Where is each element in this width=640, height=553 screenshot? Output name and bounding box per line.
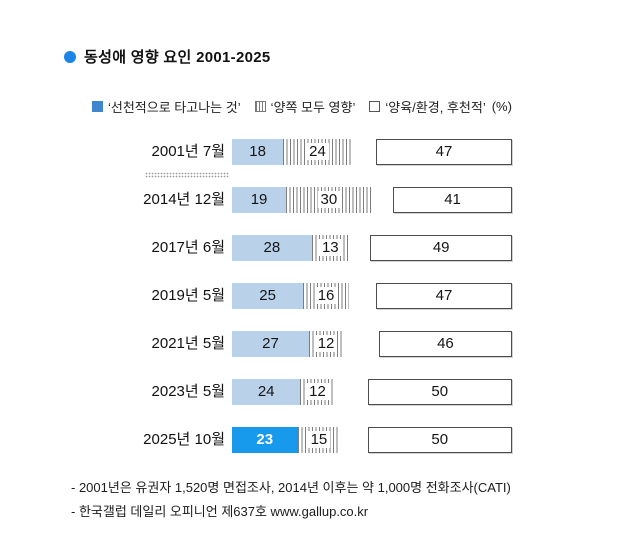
segment-both-value: 30 [317, 191, 341, 208]
segment-nurture: 49 [370, 235, 512, 261]
legend-label-innate: ‘선천적으로 타고나는 것’ [108, 100, 241, 115]
bar-group: 25 16 47 [232, 283, 532, 309]
segment-both-value: 24 [306, 143, 329, 160]
segment-both-value: 12 [314, 335, 338, 352]
segment-both: 12 [308, 331, 344, 357]
year-label: 2019년 5월 [151, 287, 225, 304]
bar-group: 24 12 50 [232, 379, 532, 405]
time-break-dots-icon [145, 172, 229, 178]
year-label: 2017년 6월 [151, 239, 225, 256]
bar-group: 18 24 47 [232, 139, 532, 165]
chart-row: 2023년 5월 24 12 50 [65, 379, 585, 405]
segment-innate: 28 [232, 235, 312, 261]
segment-innate: 19 [232, 187, 287, 213]
chart-title-row: 동성애 영향 요인 2001-2025 [64, 46, 271, 67]
chart-row: 2014년 12월 19 30 41 [65, 187, 585, 213]
chart-row: 2017년 6월 28 13 49 [65, 235, 585, 261]
striped-square-icon [254, 101, 266, 112]
bullet-icon [64, 50, 76, 63]
segment-both-value: 12 [306, 383, 329, 400]
year-label: 2025년 10월 [143, 431, 225, 448]
bar-group: 28 13 49 [232, 235, 532, 261]
legend-unit-label: (%) [491, 99, 512, 114]
segment-both: 13 [311, 235, 349, 261]
bar-group: 19 30 41 [232, 187, 532, 213]
legend-label-both: ‘양쪽 모두 영향’ [270, 100, 356, 115]
chart-row: 2025년 10월 23 15 50 [65, 427, 585, 453]
chart-row: 2019년 5월 25 16 47 [65, 283, 585, 309]
footnotes: - 2001년은 유권자 1,520명 면접조사, 2014년 이후는 약 1,… [71, 476, 511, 524]
bar-group: 23 15 50 [232, 427, 532, 453]
chart-legend: ‘선천적으로 타고나는 것’ ‘양쪽 모두 영향’ ‘양육/환경, 후천적’ (… [92, 97, 512, 116]
segment-both: 16 [303, 283, 349, 309]
year-label: 2023년 5월 [151, 383, 225, 400]
outline-square-icon [369, 101, 381, 112]
segment-both-value: 15 [307, 431, 331, 448]
footnote-method: - 2001년은 유권자 1,520명 면접조사, 2014년 이후는 약 1,… [71, 480, 511, 495]
segment-both: 30 [286, 187, 372, 213]
segment-both: 12 [300, 379, 335, 405]
year-label: 2014년 12월 [143, 191, 225, 208]
solid-blue-square-icon [92, 101, 103, 112]
segment-both-value: 16 [314, 287, 338, 304]
chart-row: 2021년 5월 27 12 46 [65, 331, 585, 357]
chart-row: 2001년 7월 18 24 47 [65, 139, 585, 165]
bar-group: 27 12 46 [232, 331, 532, 357]
legend-item-nurture: ‘양육/환경, 후천적’ [369, 97, 486, 116]
chart-title: 동성애 영향 요인 2001-2025 [84, 49, 271, 66]
year-label: 2021년 5월 [151, 335, 225, 352]
legend-item-both: ‘양쪽 모두 영향’ [254, 97, 356, 116]
segment-both: 24 [283, 139, 352, 165]
segment-nurture: 50 [367, 427, 512, 453]
segment-innate: 18 [232, 139, 284, 165]
year-label: 2001년 7월 [151, 143, 225, 160]
segment-nurture: 46 [378, 331, 512, 357]
segment-nurture: 47 [376, 283, 512, 309]
legend-item-innate: ‘선천적으로 타고나는 것’ [92, 97, 241, 116]
segment-nurture: 41 [393, 187, 512, 213]
segment-both: 15 [297, 427, 341, 453]
segment-innate: 25 [232, 283, 304, 309]
chart-rows: 2001년 7월 18 24 47 2014년 12월 19 30 41 2017년 6월 28 1… [65, 139, 585, 475]
segment-nurture: 50 [367, 379, 512, 405]
segment-innate: 24 [232, 379, 301, 405]
segment-innate: 27 [232, 331, 309, 357]
segment-both-value: 13 [318, 239, 342, 256]
segment-nurture: 47 [376, 139, 512, 165]
footnote-source: - 한국갤럽 데일리 오피니언 제637호 www.gallup.co.kr [71, 504, 369, 519]
segment-innate: 23 [232, 427, 298, 453]
legend-label-nurture: ‘양육/환경, 후천적’ [385, 100, 486, 115]
